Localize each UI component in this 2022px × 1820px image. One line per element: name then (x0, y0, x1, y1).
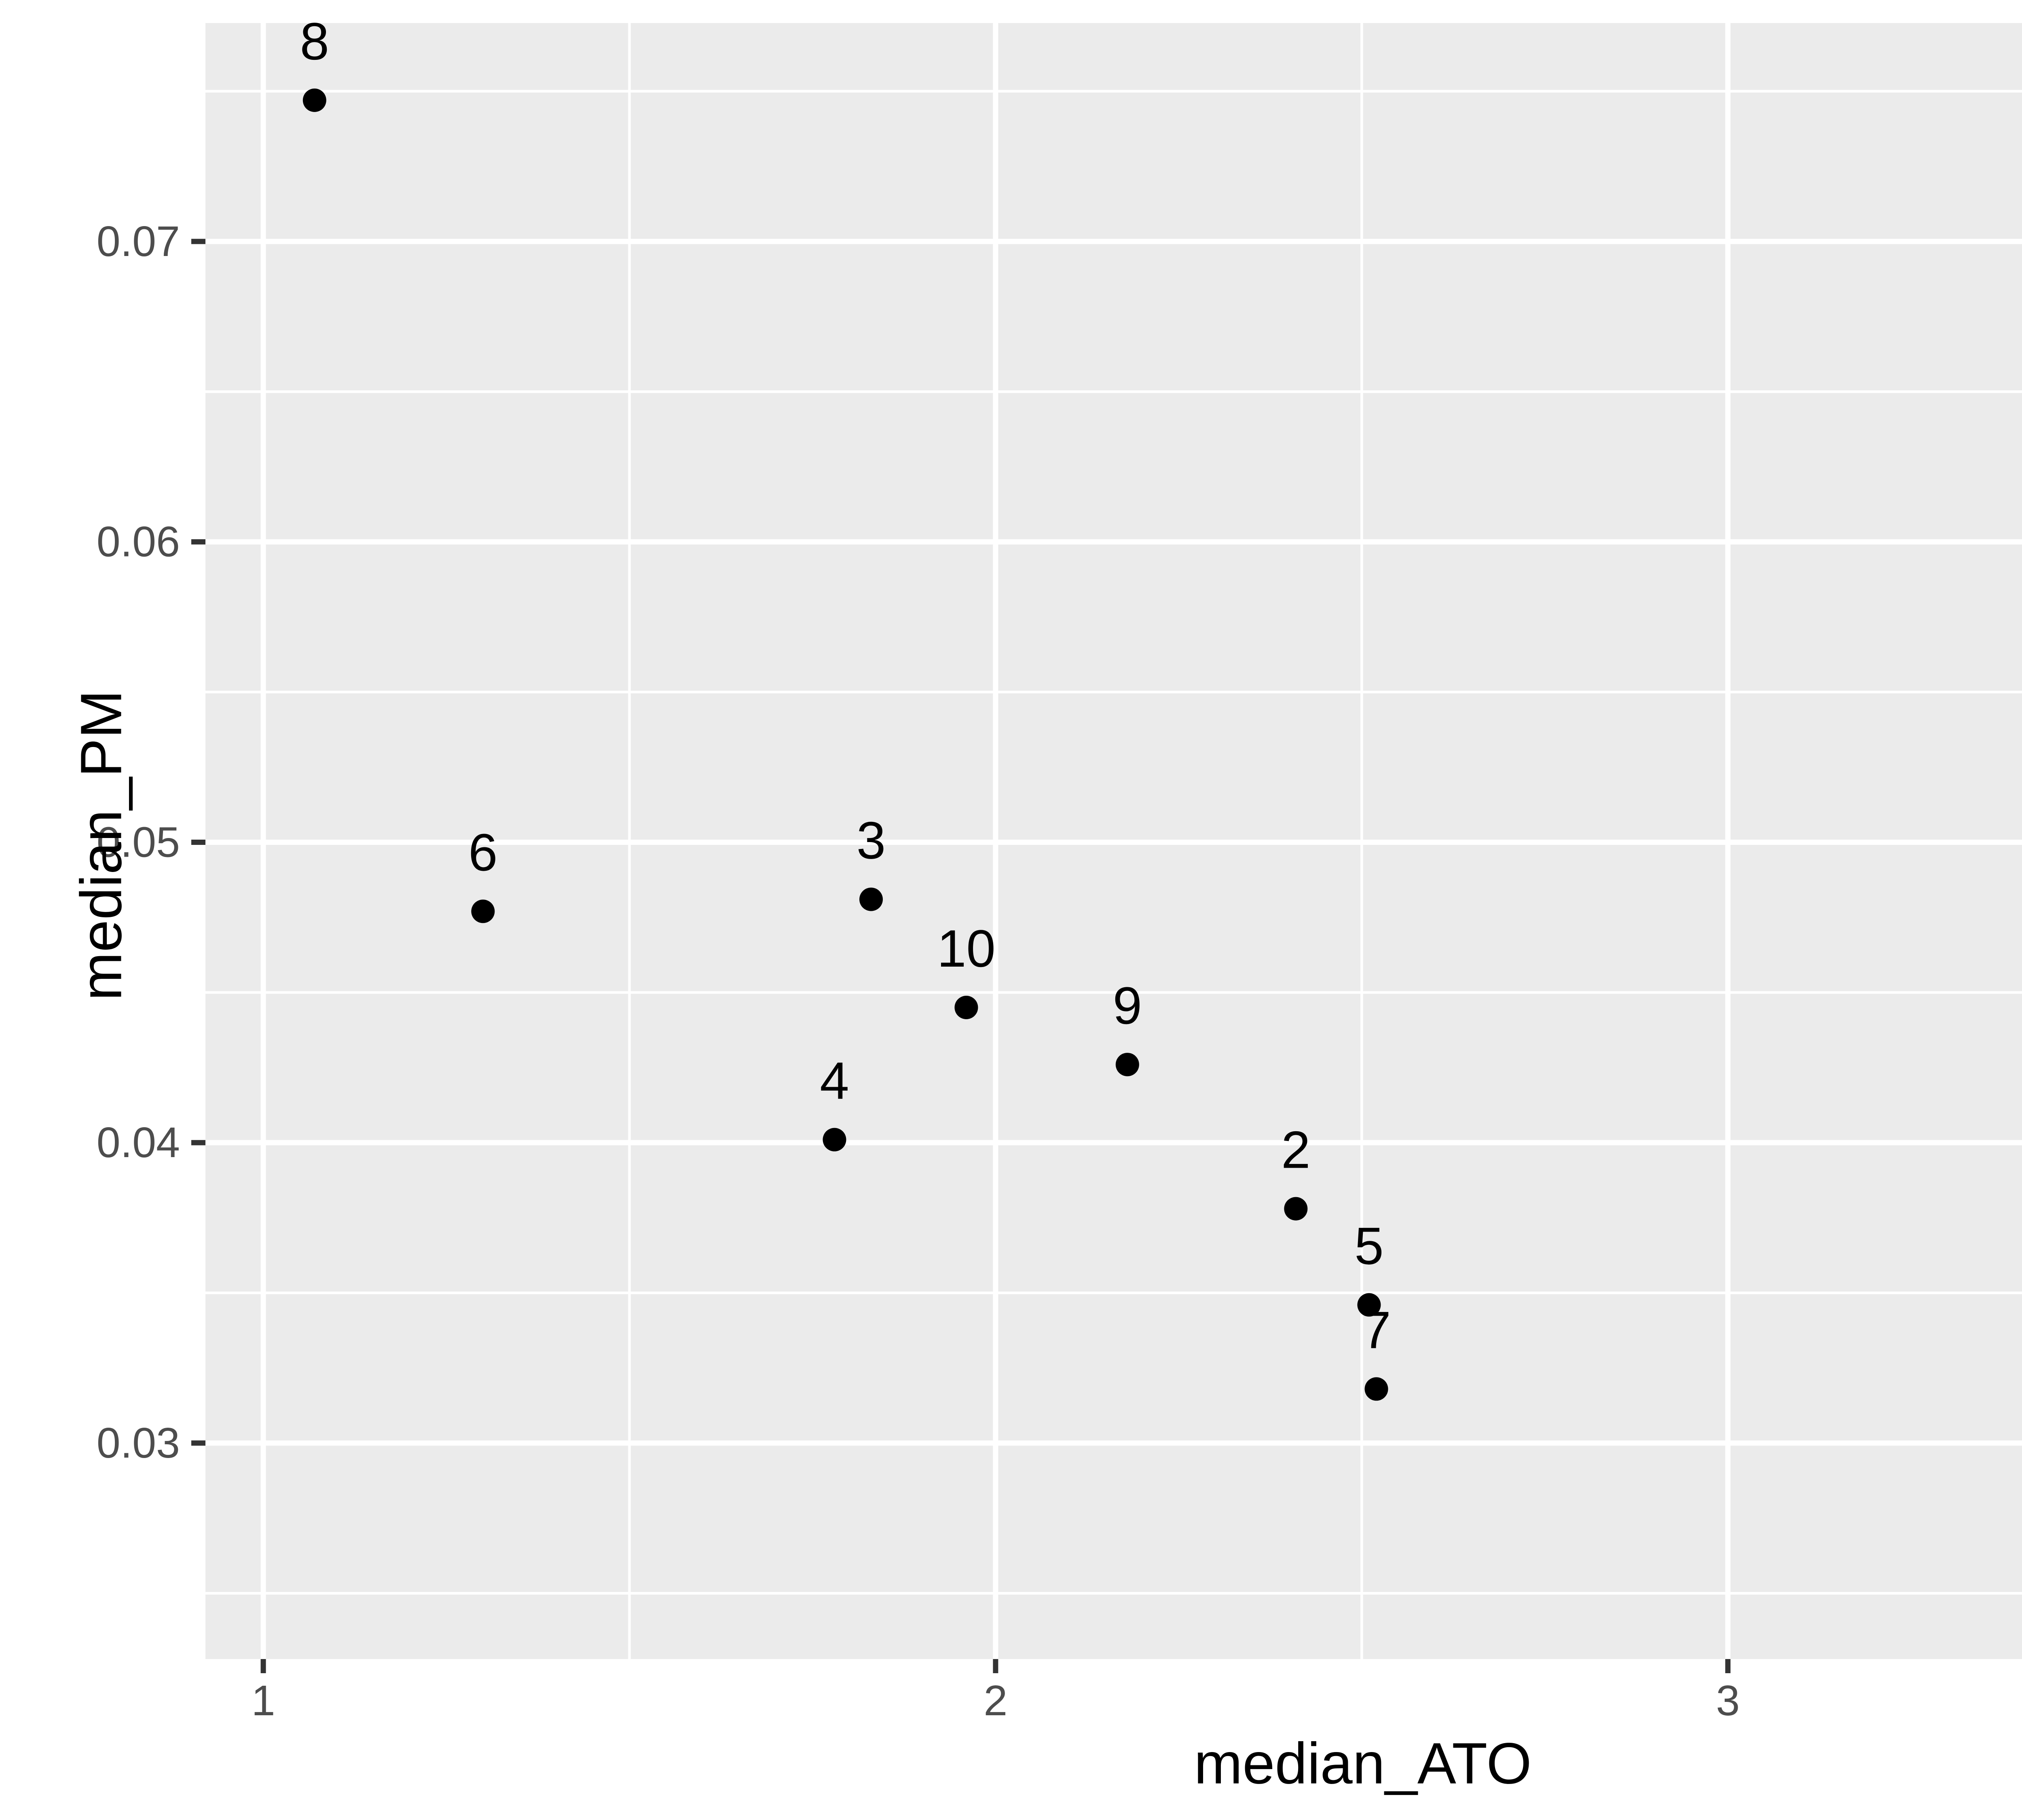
data-point (471, 899, 495, 923)
data-point-label: 5 (1354, 1216, 1383, 1275)
data-point (823, 1128, 846, 1151)
y-axis-tick-label: 0.06 (97, 518, 180, 566)
data-point-label: 8 (300, 12, 329, 71)
data-point (1284, 1197, 1308, 1221)
data-point-label: 4 (820, 1051, 849, 1110)
data-point (1115, 1053, 1139, 1077)
data-point (954, 995, 978, 1019)
x-axis-tick-label: 2 (984, 1677, 1007, 1725)
y-axis-title: median_PM (69, 690, 134, 1001)
data-point-label: 6 (468, 823, 497, 882)
data-point-label: 2 (1281, 1120, 1310, 1179)
data-point-label: 3 (857, 811, 886, 870)
y-axis-tick-label: 0.05 (97, 818, 180, 866)
data-point (302, 88, 326, 112)
data-point-label: 10 (937, 919, 996, 978)
data-point (1357, 1293, 1381, 1317)
data-point-label: 7 (1362, 1300, 1391, 1359)
y-axis-tick-label: 0.07 (97, 218, 180, 265)
data-point (859, 887, 883, 911)
x-axis-title: median_ATO (1194, 1731, 1531, 1796)
data-point (1364, 1377, 1388, 1401)
y-axis-tick-label: 0.03 (97, 1419, 180, 1467)
x-axis-tick-label: 3 (1716, 1677, 1740, 1725)
y-axis-tick-label: 0.04 (97, 1119, 180, 1166)
x-axis-tick-label: 1 (252, 1677, 275, 1725)
data-point-label: 9 (1113, 976, 1142, 1035)
